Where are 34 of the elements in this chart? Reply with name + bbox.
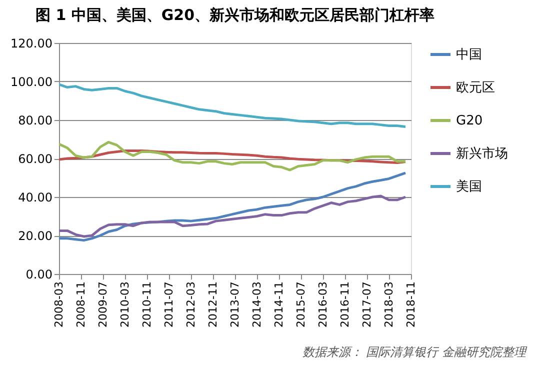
x-tick-label: 2016-03 — [316, 282, 330, 328]
y-tick-label: 100.00 — [10, 75, 52, 89]
line-series — [59, 140, 407, 172]
legend-label: 中国 — [456, 48, 482, 62]
x-tick-label: 2010-03 — [118, 282, 132, 328]
x-tick-label: 2016-11 — [338, 282, 352, 328]
y-tick-label: 20.00 — [18, 229, 52, 243]
y-tick-label: 0.00 — [26, 268, 52, 282]
x-tick-label: 2008-03 — [52, 282, 66, 328]
legend-label: 欧元区 — [456, 80, 495, 96]
line-series — [59, 194, 407, 238]
x-tick-label: 2018-03 — [382, 282, 396, 328]
x-tick-label: 2013-07 — [228, 282, 242, 328]
legend-label: 新兴市场 — [456, 146, 508, 162]
x-tick-label: 2017-07 — [360, 282, 374, 328]
x-tick-label: 2014-03 — [250, 282, 264, 328]
x-tick-label: 2011-07 — [162, 282, 176, 328]
x-tick-label: 2018-11 — [404, 282, 418, 328]
x-tick-label: 2010-11 — [140, 282, 154, 328]
x-tick-label: 2014-11 — [272, 282, 286, 328]
y-tick-label: 80.00 — [18, 114, 52, 128]
x-tick-label: 2012-11 — [206, 282, 220, 328]
source-note: 数据来源： 国际清算银行 金融研究院整理 — [302, 345, 528, 359]
y-tick-label: 120.00 — [10, 36, 52, 50]
x-tick-label: 2015-07 — [294, 282, 308, 328]
y-tick-label: 40.00 — [18, 190, 52, 204]
line-series — [59, 83, 407, 128]
x-tick-label: 2008-11 — [74, 282, 88, 328]
y-tick-label: 60.00 — [18, 152, 52, 166]
chart-title: 图 1 中国、美国、G20、新兴市场和欧元区居民部门杠杆率 — [35, 6, 435, 24]
legend-label: G20 — [456, 114, 483, 128]
x-tick-label: 2009-07 — [96, 282, 110, 328]
legend-label: 美国 — [456, 178, 482, 194]
x-tick-label: 2012-03 — [184, 282, 198, 328]
